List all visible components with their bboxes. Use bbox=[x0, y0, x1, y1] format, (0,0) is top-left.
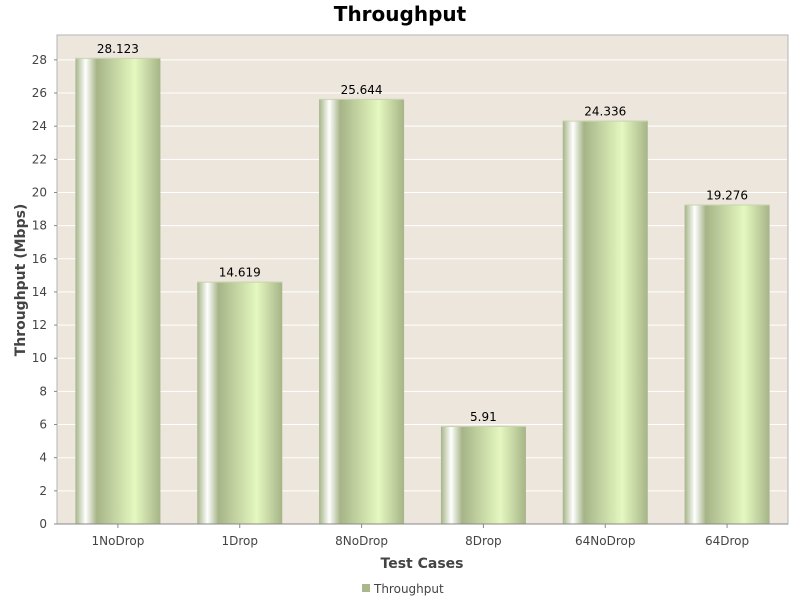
x-tick-label: 8Drop bbox=[465, 534, 502, 548]
y-tick-label: 2 bbox=[39, 484, 47, 498]
data-label: 5.91 bbox=[470, 410, 497, 424]
x-tick-label: 1Drop bbox=[221, 534, 258, 548]
y-axis-title: Throughput (Mbps) bbox=[13, 204, 29, 357]
bar-8NoDrop bbox=[319, 98, 405, 525]
chart-title: Throughput bbox=[334, 2, 467, 26]
bar-64Drop bbox=[684, 204, 770, 524]
gridlines bbox=[58, 59, 787, 492]
data-label: 24.336 bbox=[584, 105, 626, 119]
y-tick-label: 26 bbox=[32, 86, 47, 100]
x-axis: 1NoDrop 1Drop 8NoDrop 8Drop 64NoDrop 64Drop bbox=[92, 524, 749, 548]
bar-8Drop bbox=[440, 426, 526, 524]
bars bbox=[75, 57, 770, 525]
y-tick-label: 12 bbox=[32, 318, 47, 332]
y-tick-label: 22 bbox=[32, 152, 47, 166]
y-tick-label: 24 bbox=[32, 119, 47, 133]
legend-swatch bbox=[362, 584, 370, 592]
y-tick-label: 10 bbox=[32, 351, 47, 365]
y-tick-label: 0 bbox=[39, 517, 47, 531]
y-tick-label: 28 bbox=[32, 53, 47, 67]
y-tick-label: 14 bbox=[32, 285, 47, 299]
data-label: 14.619 bbox=[219, 266, 261, 280]
plot-area bbox=[56, 34, 789, 525]
bar-1NoDrop bbox=[75, 57, 161, 524]
x-tick-label: 1NoDrop bbox=[92, 534, 145, 548]
y-tick-label: 4 bbox=[39, 451, 47, 465]
legend-label: Throughput bbox=[373, 582, 444, 596]
bar-1Drop bbox=[197, 281, 283, 524]
x-tick-label: 64Drop bbox=[705, 534, 749, 548]
y-tick-label: 18 bbox=[32, 219, 47, 233]
x-axis-title: Test Cases bbox=[381, 556, 464, 572]
value-labels: 28.123 14.619 25.644 5.91 24.336 19.276 bbox=[97, 42, 748, 424]
data-label: 19.276 bbox=[706, 188, 748, 202]
x-tick-label: 8NoDrop bbox=[335, 534, 388, 548]
data-label: 25.644 bbox=[341, 83, 383, 97]
y-tick-label: 8 bbox=[39, 384, 47, 398]
legend: Throughput bbox=[362, 582, 444, 596]
x-tick-label: 64NoDrop bbox=[575, 534, 635, 548]
y-tick-label: 20 bbox=[32, 185, 47, 199]
bar-64NoDrop bbox=[562, 120, 648, 525]
data-label: 28.123 bbox=[97, 42, 139, 56]
y-tick-label: 16 bbox=[32, 252, 47, 266]
y-tick-label: 6 bbox=[39, 418, 47, 432]
